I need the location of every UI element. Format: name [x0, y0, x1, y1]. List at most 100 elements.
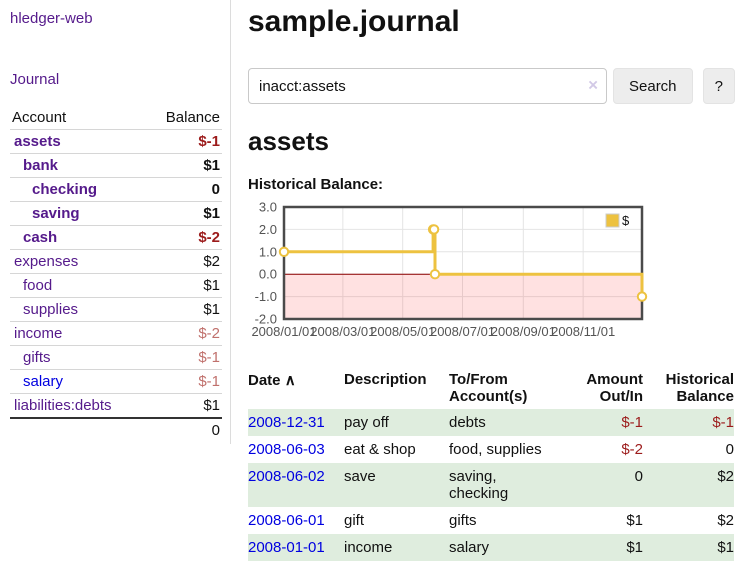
- account-balance: 0: [145, 177, 222, 202]
- register-cell-accounts: debts: [449, 414, 486, 431]
- account-balance: $-1: [145, 369, 222, 394]
- account-row: saving $1: [10, 201, 222, 226]
- svg-text:2008/11/01: 2008/11/01: [551, 324, 615, 339]
- transaction-date-link[interactable]: 2008-06-01: [248, 512, 325, 529]
- svg-text:2008/01/01: 2008/01/01: [251, 324, 316, 339]
- account-row: expenses $2: [10, 249, 222, 274]
- svg-text:2008/05/01: 2008/05/01: [370, 324, 435, 339]
- account-row: cash $-2: [10, 225, 222, 250]
- table-row: 2008-06-02 save saving, checking 0 $2: [248, 463, 734, 507]
- svg-text:$: $: [622, 213, 630, 228]
- search-button[interactable]: Search: [613, 68, 693, 104]
- account-link[interactable]: bank: [23, 157, 59, 174]
- search-form: × Search ?: [248, 68, 735, 104]
- register-cell-balance: $-1: [712, 414, 734, 431]
- register-cell-amount: 0: [634, 468, 643, 485]
- transaction-date-link[interactable]: 2008-12-31: [248, 414, 325, 431]
- account-heading: assets: [248, 126, 329, 156]
- clear-search-icon[interactable]: ×: [588, 75, 598, 95]
- register-cell-date[interactable]: 2008-06-01: [248, 507, 344, 534]
- register-cell-date[interactable]: 2008-06-03: [248, 436, 344, 463]
- svg-text:2008/03/01: 2008/03/01: [310, 324, 375, 339]
- account-link[interactable]: assets: [14, 133, 61, 150]
- table-row: 2008-06-03 eat & shop food, supplies $-2 0: [248, 436, 734, 463]
- account-balance: $-2: [145, 225, 222, 250]
- register-cell-description: gift: [344, 512, 365, 529]
- account-link[interactable]: salary: [23, 373, 64, 390]
- sort-ascending-icon: ∧: [284, 372, 296, 389]
- register-cell-amount: $1: [626, 539, 643, 556]
- register-cell-date[interactable]: 2008-12-31: [248, 409, 344, 436]
- register-cell-description: income: [344, 539, 393, 556]
- register-cell-amount: $-2: [621, 441, 643, 458]
- register-cell-accounts: gifts: [449, 512, 477, 529]
- account-balance: $1: [145, 273, 222, 298]
- accounts-header-balance: Balance: [165, 109, 220, 126]
- account-row: income $-2: [10, 321, 222, 346]
- transaction-date-link[interactable]: 2008-06-03: [248, 441, 325, 458]
- help-button[interactable]: ?: [702, 68, 735, 104]
- transaction-date-link[interactable]: 2008-06-02: [248, 468, 325, 485]
- register-cell-balance: $2: [717, 468, 734, 485]
- svg-text:-2.0: -2.0: [255, 312, 277, 327]
- table-row: 2008-12-31 pay off debts $-1 $-1: [248, 409, 734, 436]
- register-cell-description: save: [344, 468, 376, 485]
- register-cell-accounts: food, supplies: [449, 441, 542, 458]
- register-header-balance: Historical Balance: [665, 371, 734, 405]
- account-link[interactable]: income: [14, 325, 63, 342]
- account-balance: $-1: [145, 345, 222, 370]
- register-cell-amount: $1: [626, 512, 643, 529]
- account-row: supplies $1: [10, 297, 222, 322]
- register-cell-date[interactable]: 2008-06-02: [248, 463, 344, 507]
- app-title-link[interactable]: hledger-web: [10, 10, 93, 27]
- register-header-accounts: To/From Account(s): [449, 371, 528, 405]
- account-balance: $1: [145, 153, 222, 178]
- account-balance: $1: [145, 297, 222, 322]
- svg-text:3.0: 3.0: [259, 201, 277, 215]
- register-header-amount: Amount Out/In: [586, 371, 643, 405]
- account-balance: $2: [145, 249, 222, 274]
- account-link[interactable]: expenses: [14, 253, 79, 270]
- register-cell-balance: $1: [717, 539, 734, 556]
- svg-text:2008/09/01: 2008/09/01: [491, 324, 556, 339]
- transaction-date-link[interactable]: 2008-01-01: [248, 539, 325, 556]
- account-row: assets $-1: [10, 129, 222, 154]
- svg-text:2.0: 2.0: [259, 222, 277, 237]
- svg-text:0.0: 0.0: [259, 267, 277, 282]
- register-cell-accounts: salary: [449, 539, 490, 556]
- account-link[interactable]: food: [23, 277, 53, 294]
- account-link[interactable]: liabilities:debts: [14, 397, 112, 414]
- account-link[interactable]: gifts: [23, 349, 51, 366]
- table-row: 2008-01-01 income salary $1 $1: [248, 534, 734, 561]
- register-cell-description: eat & shop: [344, 441, 416, 458]
- page-title: sample.journal: [248, 5, 460, 38]
- account-link[interactable]: cash: [23, 229, 58, 246]
- account-link[interactable]: saving: [32, 205, 80, 222]
- search-input-wrap: ×: [248, 68, 607, 104]
- svg-text:2008/07/01: 2008/07/01: [430, 324, 495, 339]
- register-cell-date[interactable]: 2008-01-01: [248, 534, 344, 561]
- register-header-date[interactable]: Date ∧: [248, 367, 344, 409]
- accounts-total-row: 0: [10, 417, 222, 442]
- chart-svg[interactable]: $3.0 2.0 1.0 0.0 -1.0 -2.02008/01/012008/03/0…: [248, 200, 668, 351]
- register-cell-amount: $-1: [621, 414, 643, 431]
- register-header-description: Description: [344, 371, 427, 388]
- account-link[interactable]: checking: [32, 181, 98, 198]
- historical-balance-chart[interactable]: $3.0 2.0 1.0 0.0 -1.0 -2.0 2008/01/01 2008/03/0…: [248, 200, 735, 355]
- account-row: checking 0: [10, 177, 222, 202]
- account-link[interactable]: supplies: [23, 301, 79, 318]
- register-cell-description: pay off: [344, 414, 389, 431]
- accounts-total-value: 0: [145, 417, 222, 442]
- sidebar-item-journal[interactable]: Journal: [10, 71, 60, 88]
- register-table: Date ∧ Description To/From Account(s) Am…: [248, 367, 734, 561]
- register-cell-balance: 0: [725, 441, 734, 458]
- account-balance: $-1: [145, 129, 222, 154]
- main-content: sample.journal × Search ? assets Histori…: [231, 0, 742, 561]
- account-row: bank $1: [10, 153, 222, 178]
- accounts-header-account: Account: [12, 109, 67, 126]
- register-header-date-label: Date: [248, 372, 281, 389]
- svg-text:1.0: 1.0: [259, 244, 277, 259]
- register-cell-accounts: saving, checking: [449, 468, 509, 502]
- search-input[interactable]: [248, 68, 607, 104]
- account-row: food $1: [10, 273, 222, 298]
